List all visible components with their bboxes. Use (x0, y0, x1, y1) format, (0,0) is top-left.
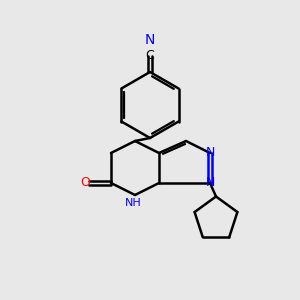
Text: N: N (205, 176, 215, 190)
Text: C: C (146, 49, 154, 62)
Text: N: N (145, 34, 155, 47)
Text: NH: NH (125, 197, 142, 208)
Text: O: O (80, 176, 90, 190)
Text: N: N (205, 146, 215, 160)
